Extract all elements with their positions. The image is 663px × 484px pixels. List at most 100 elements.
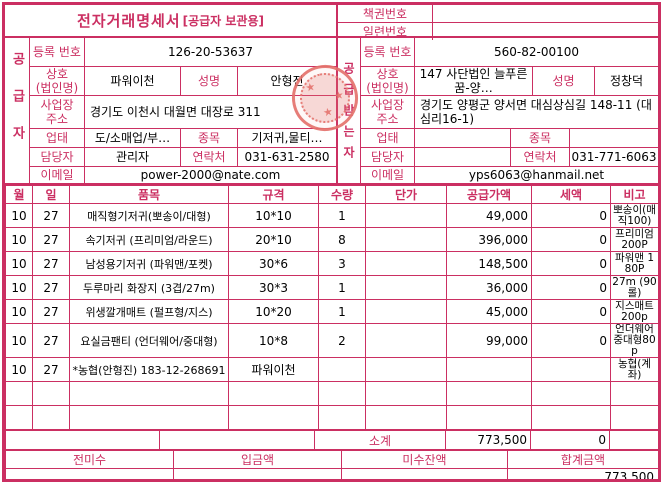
- page-title: 전자거래명세서 [공급자 보관용]: [5, 5, 338, 36]
- item-note: 뽀송이(매직100): [610, 203, 658, 228]
- item-row: [5, 381, 658, 406]
- item-tax: 0: [531, 299, 611, 324]
- item-amount: 99,000: [446, 323, 532, 358]
- subtotal-table: 소계 773,500 0: [5, 430, 658, 450]
- supplier-email-label: 이메일: [30, 167, 85, 183]
- subtotal-note: [609, 430, 658, 450]
- item-tax: [531, 405, 611, 430]
- item-tax: 0: [531, 203, 611, 228]
- item-month: 10: [5, 227, 33, 252]
- grand-total-label: 합계금액: [507, 450, 658, 469]
- col-qty: 수량: [318, 185, 366, 204]
- supplier-name-value: 안형진: [270, 74, 304, 88]
- item-note: [610, 381, 658, 406]
- parties-section: 공급자 등록 번호 126-20-53637 상호 (법인명) 파워이천 성명 …: [5, 38, 658, 185]
- item-note: 27m (90롤): [610, 275, 658, 300]
- deposit-value: [173, 468, 342, 479]
- receiver-phone-label: 연락처: [511, 148, 570, 166]
- supplier-regno-label: 등록 번호: [30, 38, 85, 66]
- deposit-label: 입금액: [173, 450, 342, 469]
- item-spec: [228, 381, 319, 406]
- item-tax: 0: [531, 323, 611, 358]
- supplier-address-label: 사업장 주소: [30, 96, 85, 128]
- item-month: 10: [5, 323, 33, 358]
- supplier-side-label: 공급자: [5, 38, 30, 183]
- item-day: 27: [32, 275, 70, 300]
- item-note: 언더웨어 중대형80p: [610, 323, 658, 358]
- item-qty: [318, 357, 366, 382]
- col-spec: 규격: [228, 185, 319, 204]
- item-row: 10 27 위생깔개매트 (펄프형/지스) 10*20 1 45,000 0 지…: [5, 299, 658, 324]
- receiver-regno-value: 560-82-00100: [493, 45, 579, 59]
- statement-title: 전자거래명세서: [77, 12, 181, 30]
- item-month: 10: [5, 275, 33, 300]
- receiver-category-label: 종목: [511, 129, 570, 147]
- item-row: 10 27 *농협(안형진) 183-12-268691 파워이천 농협(계좌): [5, 357, 658, 382]
- item-day: 27: [32, 227, 70, 252]
- outstanding-label: 미수잔액: [341, 450, 508, 469]
- seal-inner-ring: ★ ★ ★: [295, 68, 355, 128]
- receiver-side-label: 공급받는자: [338, 38, 361, 183]
- items-table: 월 일 품목 규격 수량 단가 공급가액 세액 비고 10 27 매직형기저귀(…: [5, 185, 658, 430]
- item-tax: 0: [531, 275, 611, 300]
- col-item: 품목: [69, 185, 229, 204]
- supplier-category-label: 종목: [181, 129, 238, 147]
- item-qty: 1: [318, 203, 366, 228]
- item-unit-price: [365, 381, 447, 406]
- item-day: 27: [32, 299, 70, 324]
- receiver-address-value: 경기도 양평군 양서면 대심상심길 148-11 (대심리16-1): [420, 98, 652, 126]
- supplier-company-label: 상호 (법인명): [30, 67, 85, 95]
- receiver-phone-value: 031-771-6063: [571, 150, 657, 164]
- statement-title-suffix: [공급자 보관용]: [182, 14, 264, 28]
- item-unit-price: [365, 323, 447, 358]
- item-name: *농협(안형진) 183-12-268691: [69, 357, 229, 382]
- item-qty: 1: [318, 299, 366, 324]
- item-tax: 0: [531, 251, 611, 276]
- totals-table: 전미수 입금액 미수잔액 합계금액 773,500: [5, 450, 658, 479]
- supplier-biztype-label: 업태: [30, 129, 85, 147]
- item-name: [69, 381, 229, 406]
- item-month: [5, 405, 33, 430]
- book-number-label: 책권번호: [338, 5, 433, 22]
- book-number-value: [433, 5, 658, 22]
- subtotal-tax: 0: [530, 430, 610, 450]
- item-note: 파워맨 180P: [610, 251, 658, 276]
- receiver-biztype-label: 업태: [361, 129, 415, 147]
- item-day: 27: [32, 323, 70, 358]
- item-amount: [446, 381, 532, 406]
- item-name: 위생깔개매트 (펄프형/지스): [69, 299, 229, 324]
- item-day: 27: [32, 203, 70, 228]
- item-tax: [531, 381, 611, 406]
- item-month: 10: [5, 251, 33, 276]
- receiver-name-label: 성명: [533, 67, 595, 95]
- item-tax: [531, 357, 611, 382]
- receiver-company-value: 147 사단법인 늘푸른꿈-양…: [415, 67, 533, 95]
- item-month: 10: [5, 203, 33, 228]
- subtotal-label: 소계: [314, 430, 446, 450]
- grand-total-value: 773,500: [507, 468, 658, 479]
- receiver-name-value: 정창덕: [609, 74, 644, 88]
- item-note: 농협(계좌): [610, 357, 658, 382]
- supplier-manager-value: 관리자: [85, 148, 181, 166]
- subtotal-empty-cell: [5, 430, 160, 450]
- item-tax: 0: [531, 227, 611, 252]
- item-row: [5, 405, 658, 430]
- item-amount: 36,000: [446, 275, 532, 300]
- subtotal-empty-cell: [159, 430, 315, 450]
- col-unit-price: 단가: [365, 185, 447, 204]
- item-row: 10 27 두루마리 화장지 (3겹/27m) 30*3 1 36,000 0 …: [5, 275, 658, 300]
- item-spec: 30*3: [228, 275, 319, 300]
- item-name: 매직형기저귀(뽀송이/대형): [69, 203, 229, 228]
- item-spec: [228, 405, 319, 430]
- col-tax: 세액: [531, 185, 611, 204]
- item-amount: 148,500: [446, 251, 532, 276]
- receiver-manager-label: 담당자: [361, 148, 415, 166]
- seal-star-icon: ★: [321, 104, 335, 120]
- item-spec: 10*8: [228, 323, 319, 358]
- receiver-block: 공급받는자 등록 번호 560-82-00100 상호 (법인명) 147 사단…: [338, 38, 658, 183]
- item-unit-price: [365, 203, 447, 228]
- receiver-email-label: 이메일: [361, 167, 415, 183]
- item-month: 10: [5, 357, 33, 382]
- receiver-address-label: 사업장 주소: [361, 96, 415, 128]
- item-month: [5, 381, 33, 406]
